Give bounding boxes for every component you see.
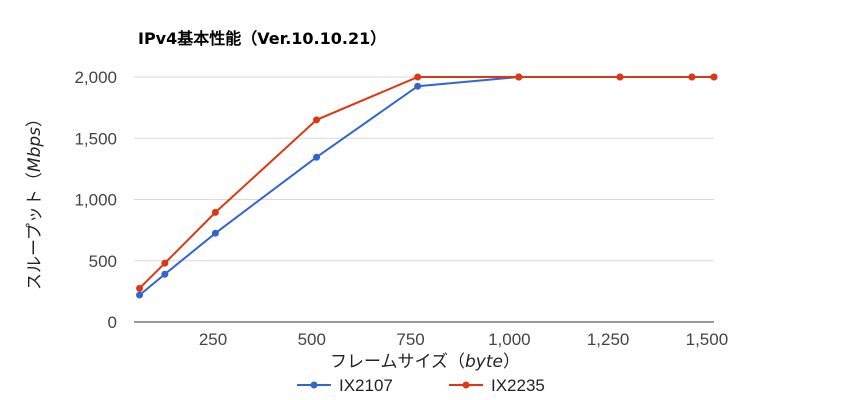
y-tick-label: 2,000: [74, 68, 117, 87]
data-point-ix2107: [313, 153, 321, 161]
x-axis-label-close: ）: [503, 352, 520, 372]
data-point-ix2235: [515, 73, 523, 81]
legend-item-ix2107: IX2107: [297, 376, 393, 395]
data-point-ix2235: [136, 284, 144, 292]
chart-title: IPv4基本性能（Ver.10.10.21）: [138, 29, 386, 48]
data-point-ix2235: [688, 73, 696, 81]
y-axis-label-unit: Mbps: [25, 127, 45, 172]
y-tick-label: 1,500: [74, 129, 117, 148]
data-point-ix2107: [414, 82, 422, 90]
data-point-ix2235: [211, 208, 219, 216]
data-point-ix2235: [616, 73, 624, 81]
data-point-ix2235: [414, 73, 422, 81]
x-axis-label: フレームサイズ（byte）: [330, 352, 520, 372]
legend-marker-ix2107: [310, 381, 318, 389]
x-tick-label: 1,250: [587, 330, 630, 349]
legend-label-ix2235: IX2235: [491, 376, 545, 395]
data-point-ix2235: [313, 116, 321, 124]
legend-marker-ix2235: [462, 381, 470, 389]
data-point-ix2235: [710, 73, 718, 81]
x-axis-label-text: フレームサイズ（: [330, 352, 465, 372]
legend: IX2107 IX2235: [297, 376, 545, 395]
y-tick-label: 0: [108, 313, 117, 332]
grid-lines: [134, 76, 714, 323]
data-point-ix2107: [211, 229, 219, 237]
series-line-ix2235: [138, 76, 714, 290]
x-tick-label: 750: [396, 330, 424, 349]
data-point-ix2235: [161, 259, 169, 267]
y-axis-label-text: スループット（: [25, 172, 45, 290]
y-axis-ticks: 0 500 1,000 1,500 2,000: [74, 68, 117, 332]
y-axis-label-close: ）: [25, 110, 45, 127]
data-point-ix2107: [136, 291, 144, 299]
legend-item-ix2235: IX2235: [449, 376, 545, 395]
series-ix2107: [136, 73, 718, 299]
x-tick-label: 1,500: [686, 330, 729, 349]
x-axis-ticks: 250 500 750 1,000 1,250 1,500: [199, 330, 728, 349]
series-line-ix2107: [138, 76, 714, 296]
y-axis-label: スループット（Mbps）: [25, 110, 45, 290]
legend-label-ix2107: IX2107: [339, 376, 393, 395]
series-layer: [136, 73, 718, 299]
data-point-ix2107: [161, 270, 169, 278]
x-tick-label: 500: [298, 330, 326, 349]
x-axis-label-unit: byte: [465, 352, 503, 372]
y-tick-label: 1,000: [74, 191, 117, 210]
y-tick-label: 500: [89, 252, 117, 271]
series-ix2235: [136, 73, 718, 292]
x-tick-label: 1,000: [488, 330, 531, 349]
x-tick-label: 250: [199, 330, 227, 349]
